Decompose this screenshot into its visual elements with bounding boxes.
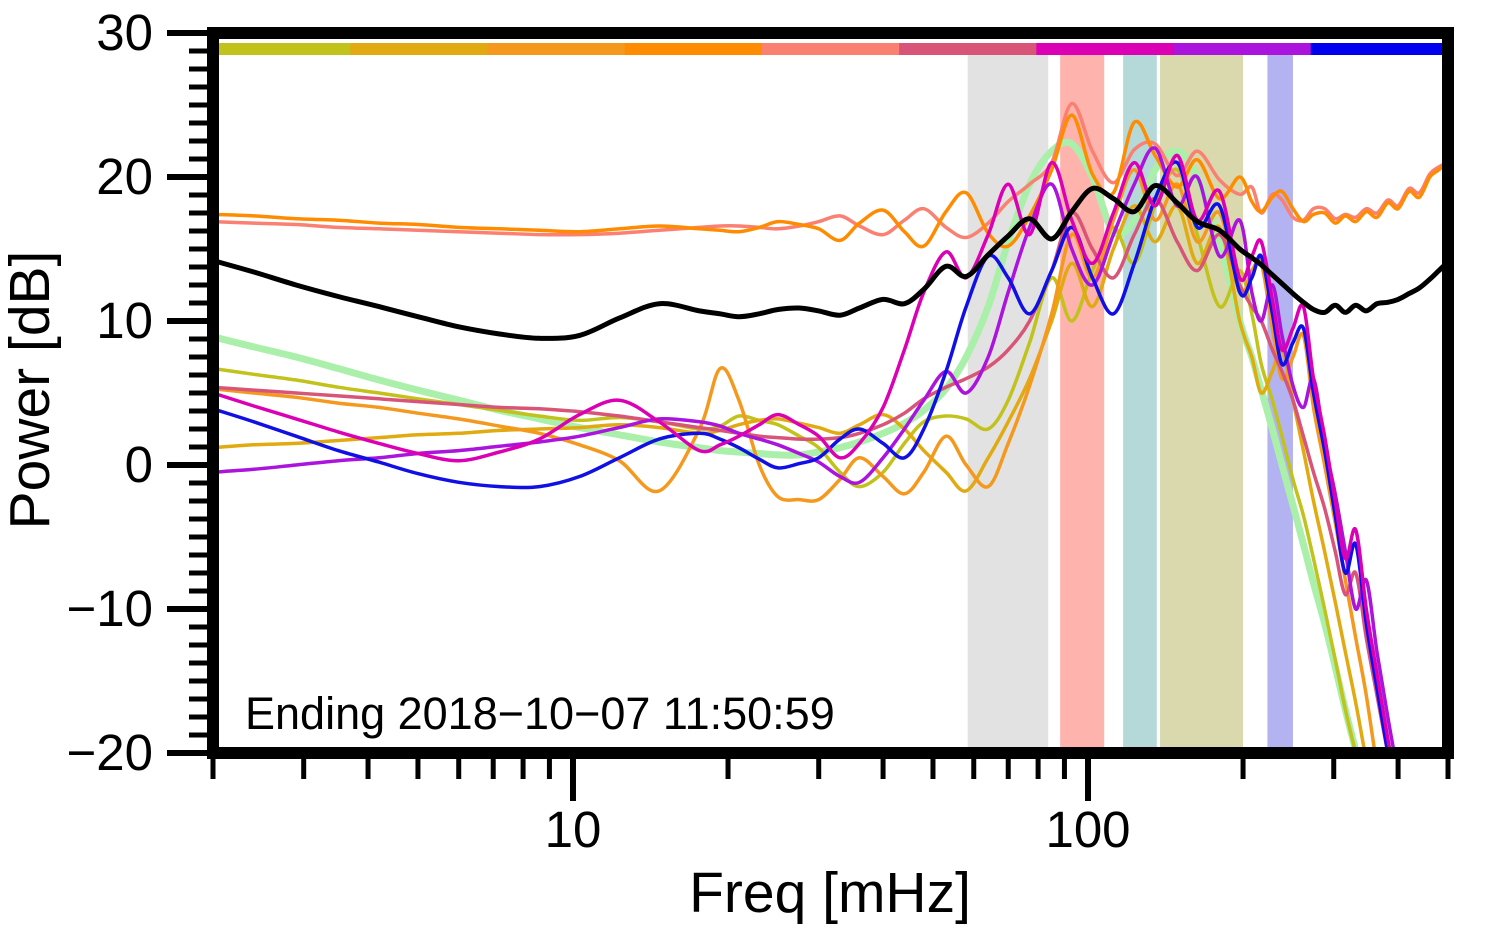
psd-curve-window-7-magenta: [211, 153, 1394, 759]
psd-curve-reference-model: [211, 138, 1362, 759]
psd-curve-window-6-rose: [211, 196, 1391, 759]
y-axis-title: Power [dB]: [0, 250, 62, 530]
x-axis-title: Freq [mHz]: [689, 861, 971, 925]
time-colorbar-segment: [487, 43, 626, 55]
time-colorbar-segment: [899, 43, 1037, 55]
band-pink: [1060, 55, 1105, 747]
time-colorbar-segment: [1036, 43, 1175, 55]
time-colorbar-segment: [761, 43, 900, 55]
psd-curve-window-3-orange: [211, 168, 1378, 759]
time-colorbar-segment: [213, 43, 351, 55]
time-colorbar-segment: [1173, 43, 1312, 55]
y-tick-label: 0: [125, 436, 153, 493]
ending-timestamp: Ending 2018−10−07 11:50:59: [245, 688, 835, 739]
psd-curve-window-1-chartreuse: [211, 167, 1359, 759]
y-tick-label: 10: [96, 292, 153, 349]
time-colorbar-segment: [350, 43, 488, 55]
psd-curve-current-median-black: [211, 183, 1450, 341]
y-tick-label: 30: [96, 4, 153, 61]
time-colorbar-segment: [1310, 43, 1449, 55]
x-tick-label: 10: [545, 801, 602, 858]
psd-curve-window-5-salmon: [211, 101, 1450, 240]
plot-border: [207, 27, 1454, 759]
x-tick-label: 100: [1045, 801, 1130, 858]
y-tick-label: −10: [66, 580, 153, 637]
psd-curve-window-4-darkorange: [211, 113, 1450, 249]
y-tick-label: −20: [66, 724, 153, 781]
psd-curve-window-8-violet: [211, 146, 1398, 759]
psd-curve-window-9-blue: [211, 160, 1391, 759]
time-colorbar-segment: [624, 43, 763, 55]
y-tick-label: 20: [96, 148, 153, 205]
